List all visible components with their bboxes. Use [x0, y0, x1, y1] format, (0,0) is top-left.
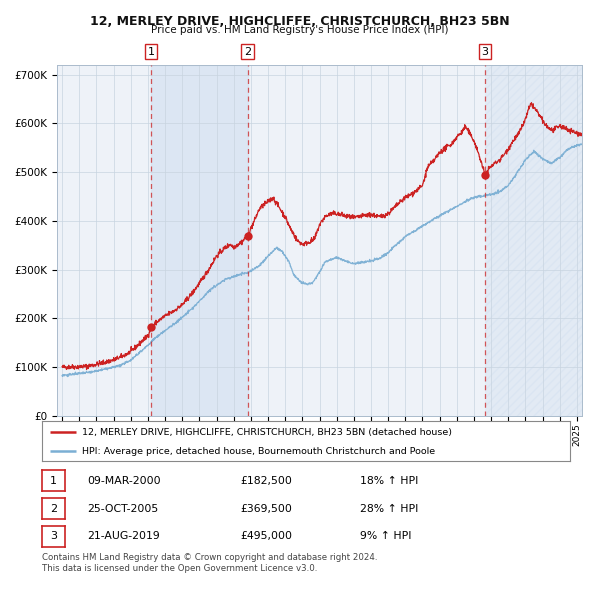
Text: 1: 1 [50, 476, 57, 486]
Text: Contains HM Land Registry data © Crown copyright and database right 2024.: Contains HM Land Registry data © Crown c… [42, 553, 377, 562]
Text: 2: 2 [50, 504, 57, 513]
Text: This data is licensed under the Open Government Licence v3.0.: This data is licensed under the Open Gov… [42, 565, 317, 573]
Text: 2: 2 [244, 47, 251, 57]
Text: £369,500: £369,500 [240, 504, 292, 513]
Text: 3: 3 [50, 532, 57, 541]
Text: 25-OCT-2005: 25-OCT-2005 [87, 504, 158, 513]
Text: 1: 1 [148, 47, 155, 57]
Bar [485, 65, 582, 416]
Text: 12, MERLEY DRIVE, HIGHCLIFFE, CHRISTCHURCH, BH23 5BN: 12, MERLEY DRIVE, HIGHCLIFFE, CHRISTCHUR… [90, 15, 510, 28]
Text: 28% ↑ HPI: 28% ↑ HPI [360, 504, 418, 513]
Text: Price paid vs. HM Land Registry's House Price Index (HPI): Price paid vs. HM Land Registry's House … [151, 25, 449, 35]
Text: 9% ↑ HPI: 9% ↑ HPI [360, 532, 412, 541]
Text: 09-MAR-2000: 09-MAR-2000 [87, 476, 161, 486]
Text: 3: 3 [481, 47, 488, 57]
Text: HPI: Average price, detached house, Bournemouth Christchurch and Poole: HPI: Average price, detached house, Bour… [82, 447, 435, 456]
Text: £495,000: £495,000 [240, 532, 292, 541]
Bar [151, 65, 248, 416]
Text: 18% ↑ HPI: 18% ↑ HPI [360, 476, 418, 486]
Text: £182,500: £182,500 [240, 476, 292, 486]
Text: 21-AUG-2019: 21-AUG-2019 [87, 532, 160, 541]
Text: 12, MERLEY DRIVE, HIGHCLIFFE, CHRISTCHURCH, BH23 5BN (detached house): 12, MERLEY DRIVE, HIGHCLIFFE, CHRISTCHUR… [82, 428, 452, 437]
